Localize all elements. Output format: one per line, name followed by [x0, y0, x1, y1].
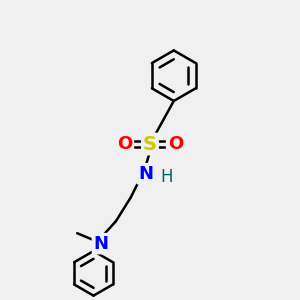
- Text: N: N: [94, 235, 109, 253]
- Text: H: H: [160, 168, 172, 186]
- Text: N: N: [138, 165, 153, 183]
- Text: O: O: [168, 135, 183, 153]
- Text: S: S: [143, 135, 157, 154]
- Text: O: O: [117, 135, 132, 153]
